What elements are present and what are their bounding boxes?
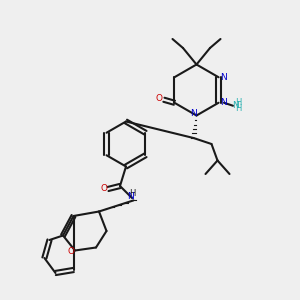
Text: N: N [190,110,197,118]
Text: H: H [236,104,242,112]
Text: O: O [67,248,74,256]
Text: O: O [101,184,108,193]
Text: H: H [236,98,242,106]
Text: O: O [156,94,163,103]
Text: N: N [220,73,227,82]
Text: N: N [127,192,134,201]
Text: N: N [232,101,238,110]
Text: H: H [129,189,136,198]
Text: N: N [220,98,227,107]
